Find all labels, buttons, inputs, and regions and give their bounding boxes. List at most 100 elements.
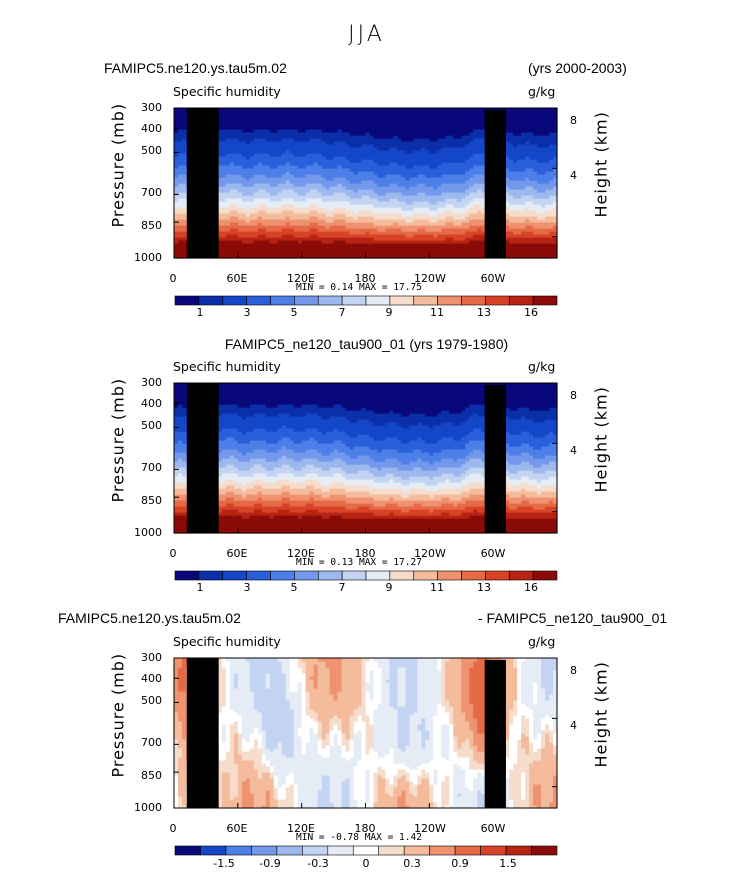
- contour-cell: [281, 192, 287, 196]
- contour-cell: [261, 204, 267, 208]
- contour-cell: [385, 234, 391, 238]
- contour-cell: [257, 192, 263, 196]
- contour-cell: [425, 237, 430, 241]
- contour-cell: [285, 207, 291, 211]
- contour-cell: [477, 168, 482, 172]
- contour-cell: [285, 204, 291, 208]
- contour-cell: [293, 192, 299, 196]
- contour-cell: [313, 201, 319, 205]
- contour-cell: [337, 225, 343, 229]
- contour-cell: [309, 237, 315, 241]
- contour-cell: [345, 177, 351, 181]
- contour-cell: [453, 195, 458, 199]
- contour-cell: [225, 228, 231, 232]
- contour-cell: [473, 198, 478, 202]
- contour-cell: [457, 225, 462, 229]
- contour-cell: [469, 171, 474, 175]
- contour-cell: [241, 219, 247, 223]
- contour-cell: [517, 201, 522, 205]
- contour-cell: [373, 192, 379, 196]
- contour-cell: [537, 240, 542, 244]
- contour-cell: [361, 204, 367, 208]
- contour-cell: [469, 228, 474, 232]
- contour-cell: [325, 210, 331, 214]
- contour-cell: [413, 240, 418, 244]
- contour-cell: [273, 246, 279, 250]
- contour-cell: [405, 198, 410, 202]
- contour-cell: [553, 189, 558, 193]
- contour-cell: [401, 216, 406, 220]
- contour-cell: [361, 249, 367, 253]
- contour-cell: [174, 255, 179, 259]
- contour-cell: [389, 177, 395, 181]
- contour-cell: [277, 171, 283, 175]
- contour-cell: [373, 246, 379, 250]
- contour-cell: [329, 219, 335, 223]
- contour-cell: [245, 171, 251, 175]
- contour-cell: [361, 255, 367, 259]
- contour-cell: [409, 219, 414, 223]
- contour-cell: [505, 255, 510, 259]
- contour-cell: [521, 234, 526, 238]
- contour-cell: [517, 174, 522, 178]
- contour-cell: [285, 168, 291, 172]
- contour-cell: [357, 189, 363, 193]
- contour-cell: [393, 228, 399, 232]
- contour-cell: [373, 189, 379, 193]
- contour-cell: [174, 174, 179, 178]
- contour-cell: [277, 210, 283, 214]
- contour-cell: [421, 168, 426, 172]
- contour-cell: [541, 189, 546, 193]
- contour-cell: [369, 171, 375, 175]
- contour-cell: [309, 108, 315, 112]
- contour-cell: [317, 231, 323, 235]
- contour-cell: [249, 249, 255, 253]
- contour-cell: [257, 222, 263, 226]
- contour-cell: [305, 195, 311, 199]
- contour-cell: [257, 186, 263, 190]
- contour-cell: [225, 204, 231, 208]
- contour-cell: [277, 186, 283, 190]
- contour-cell: [441, 174, 446, 178]
- contour-cell: [285, 231, 291, 235]
- contour-cell: [433, 213, 438, 217]
- contour-cell: [281, 207, 287, 211]
- contour-cell: [313, 225, 319, 229]
- contour-cell: [345, 168, 351, 172]
- contour-cell: [477, 195, 482, 199]
- contour-cell: [257, 195, 263, 199]
- contour-cell: [409, 240, 414, 244]
- contour-cell: [305, 171, 311, 175]
- contour-cell: [309, 222, 315, 226]
- contour-cell: [177, 186, 183, 190]
- contour-cell: [425, 195, 430, 199]
- contour-cell: [405, 240, 410, 244]
- contour-cell: [525, 171, 530, 175]
- contour-cell: [541, 234, 546, 238]
- contour-cell: [377, 219, 383, 223]
- contour-cell: [417, 225, 422, 229]
- contour-cell: [369, 198, 375, 202]
- contour-cell: [289, 165, 295, 169]
- contour-cell: [533, 198, 538, 202]
- contour-cell: [273, 198, 279, 202]
- contour-cell: [505, 186, 510, 190]
- contour-cell: [369, 192, 375, 196]
- contour-cell: [425, 183, 430, 187]
- contour-cell: [373, 210, 379, 214]
- contour-cell: [233, 222, 239, 226]
- contour-cell: [313, 165, 319, 169]
- contour-cell: [457, 180, 462, 184]
- contour-cell: [441, 210, 446, 214]
- contour-cell: [537, 237, 542, 241]
- contour-cell: [405, 219, 410, 223]
- contour-cell: [449, 180, 454, 184]
- contour-cell: [305, 234, 311, 238]
- contour-cell: [337, 219, 343, 223]
- contour-cell: [421, 237, 426, 241]
- contour-cell: [241, 216, 247, 220]
- contour-cell: [321, 192, 327, 196]
- contour-cell: [521, 222, 526, 226]
- contour-cell: [413, 231, 418, 235]
- contour-cell: [401, 192, 406, 196]
